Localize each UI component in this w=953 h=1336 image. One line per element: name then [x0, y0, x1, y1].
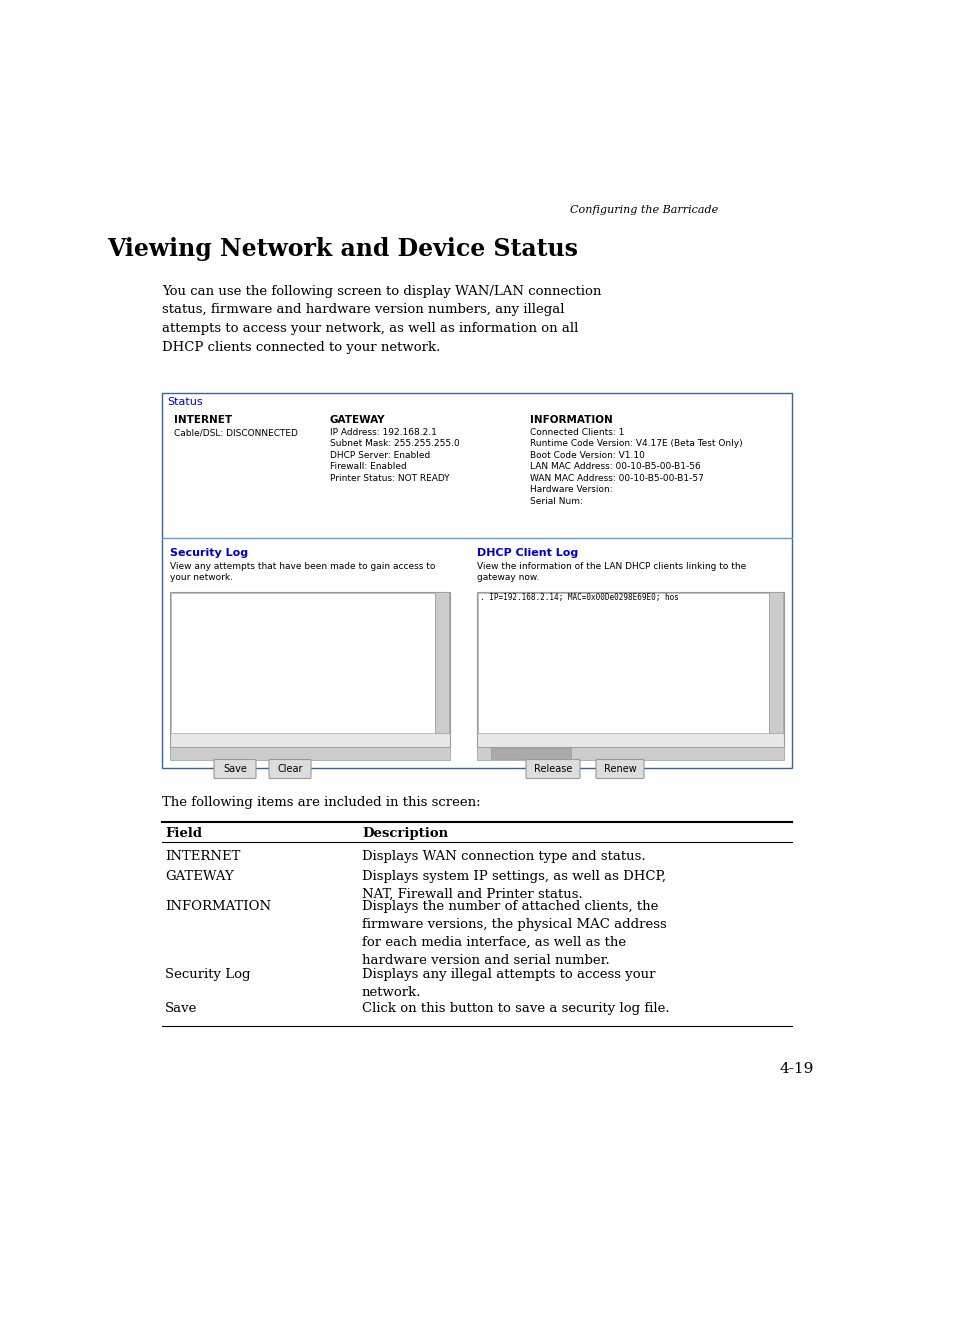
Text: . IP=192.168.2.14; MAC=0x00De0298E69E0; hos: . IP=192.168.2.14; MAC=0x00De0298E69E0; … — [479, 593, 679, 603]
Text: Save: Save — [223, 764, 247, 774]
Bar — [435, 592, 449, 733]
Text: Field: Field — [165, 827, 202, 840]
FancyBboxPatch shape — [525, 759, 579, 779]
Text: Cable/DSL: DISCONNECTED: Cable/DSL: DISCONNECTED — [173, 428, 297, 437]
Text: Release: Release — [534, 764, 572, 774]
Text: Save: Save — [165, 1002, 197, 1015]
Text: The following items are included in this screen:: The following items are included in this… — [162, 796, 480, 810]
Text: 4-19: 4-19 — [780, 1062, 814, 1075]
Text: GATEWAY: GATEWAY — [165, 870, 233, 883]
Text: INTERNET: INTERNET — [165, 850, 240, 863]
Text: Displays system IP settings, as well as DHCP,
NAT, Firewall and Printer status.: Displays system IP settings, as well as … — [361, 870, 665, 900]
Text: Renew: Renew — [603, 764, 636, 774]
Bar — [171, 593, 435, 733]
Text: INFORMATION: INFORMATION — [530, 415, 612, 425]
Bar — [477, 593, 768, 733]
Bar — [768, 592, 782, 733]
Bar — [476, 747, 783, 760]
Text: Configuring the Barricade: Configuring the Barricade — [569, 204, 718, 215]
Text: Security Log: Security Log — [165, 969, 251, 981]
Text: View the information of the LAN DHCP clients linking to the
gateway now.: View the information of the LAN DHCP cli… — [476, 562, 745, 582]
Text: Connected Clients: 1
Runtime Code Version: V4.17E (Beta Test Only)
Boot Code Ver: Connected Clients: 1 Runtime Code Versio… — [530, 428, 741, 506]
Bar — [491, 748, 571, 759]
Bar — [170, 592, 450, 747]
Text: Security Log: Security Log — [170, 548, 248, 558]
Text: Displays the number of attached clients, the
firmware versions, the physical MAC: Displays the number of attached clients,… — [361, 900, 666, 967]
Text: You can use the following screen to display WAN/LAN connection
status, firmware : You can use the following screen to disp… — [162, 285, 600, 354]
Text: INFORMATION: INFORMATION — [165, 900, 271, 912]
Text: DHCP Client Log: DHCP Client Log — [476, 548, 578, 558]
Text: IP Address: 192.168.2.1
Subnet Mask: 255.255.255.0
DHCP Server: Enabled
Firewall: IP Address: 192.168.2.1 Subnet Mask: 255… — [330, 428, 459, 482]
Text: Status: Status — [167, 397, 202, 407]
Text: INTERNET: INTERNET — [173, 415, 232, 425]
Text: Viewing Network and Device Status: Viewing Network and Device Status — [107, 236, 578, 261]
Bar — [476, 592, 783, 747]
FancyBboxPatch shape — [213, 759, 255, 779]
Bar — [162, 393, 791, 768]
Text: GATEWAY: GATEWAY — [330, 415, 385, 425]
FancyBboxPatch shape — [596, 759, 643, 779]
Text: Displays any illegal attempts to access your
network.: Displays any illegal attempts to access … — [361, 969, 655, 999]
Text: Description: Description — [361, 827, 448, 840]
Text: Clear: Clear — [277, 764, 302, 774]
Text: View any attempts that have been made to gain access to
your network.: View any attempts that have been made to… — [170, 562, 435, 582]
Text: Displays WAN connection type and status.: Displays WAN connection type and status. — [361, 850, 645, 863]
FancyBboxPatch shape — [269, 759, 311, 779]
Bar — [170, 747, 450, 760]
Text: Click on this button to save a security log file.: Click on this button to save a security … — [361, 1002, 669, 1015]
